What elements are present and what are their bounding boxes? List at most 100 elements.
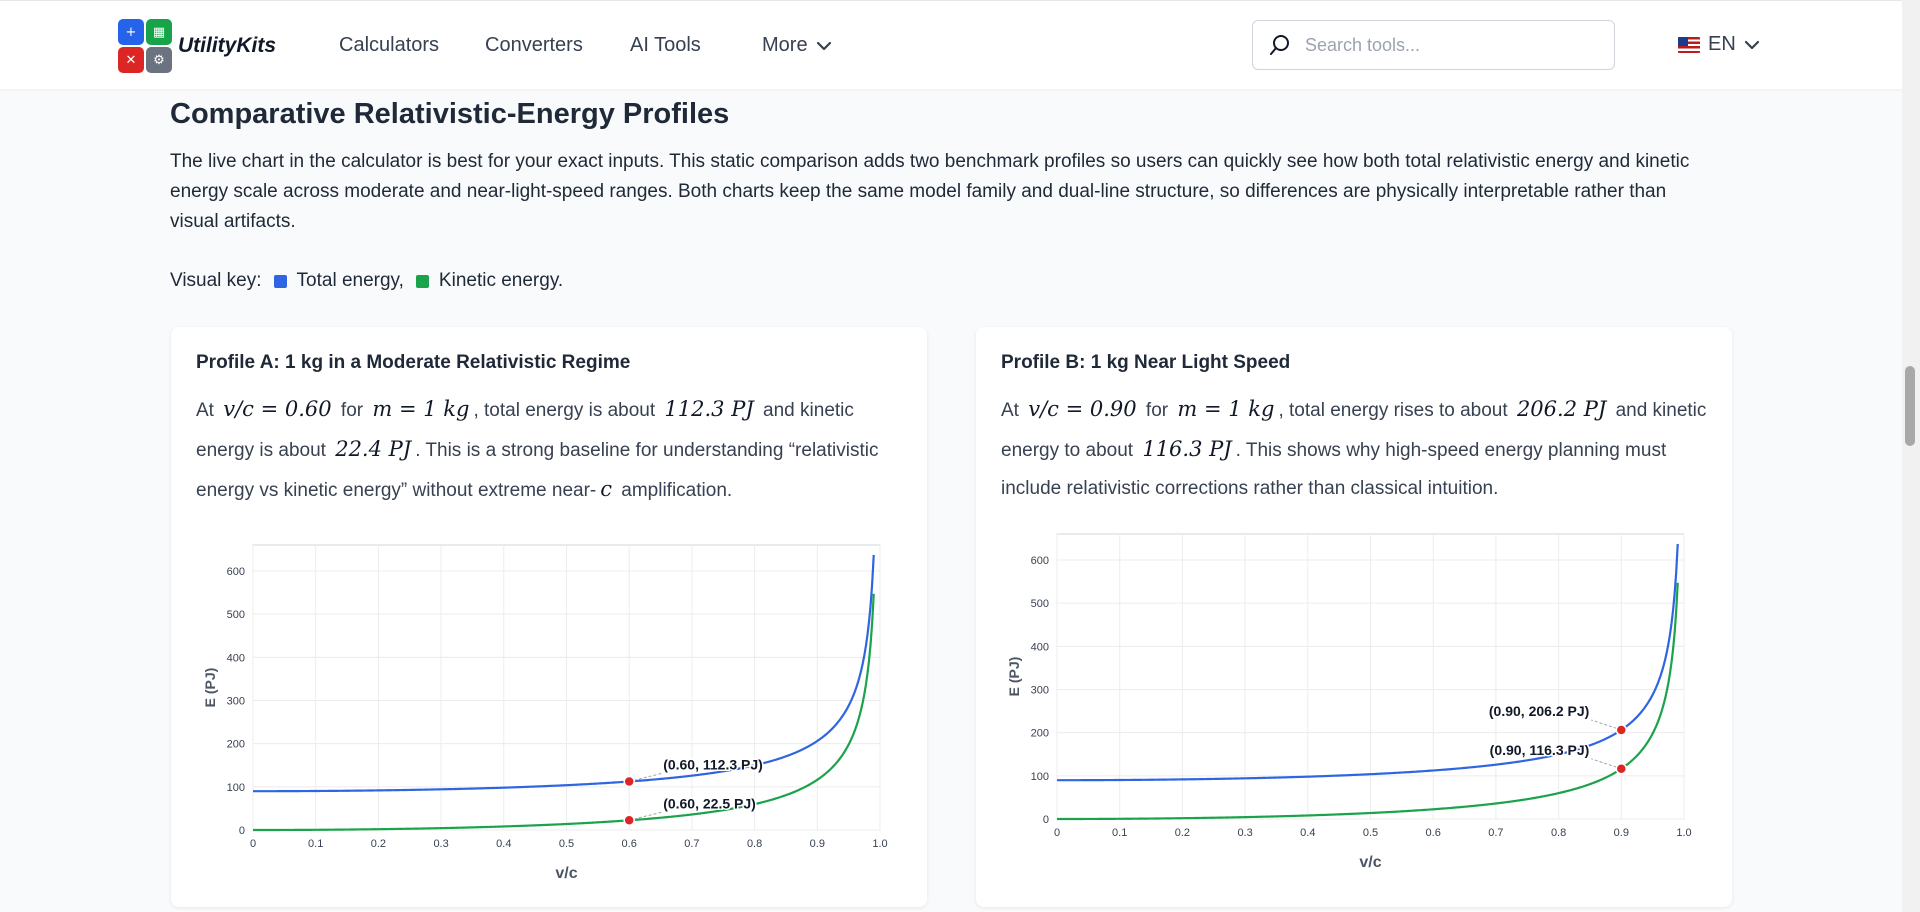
total-energy-key: Total energy,: [296, 270, 404, 291]
y-tick-label: 200: [227, 739, 245, 751]
site-logo[interactable]: + ▦ ✕ ⚙ UtilityKits: [118, 19, 276, 73]
text-fragment: and kinetic energy to about: [1001, 400, 1707, 461]
y-tick-label: 0: [1043, 814, 1049, 826]
y-axis-label: E (PJ): [202, 668, 218, 708]
text-fragment: , total energy is about: [473, 400, 656, 421]
kinetic-energy-line: [1057, 582, 1679, 821]
us-flag-icon: [1678, 36, 1700, 53]
kinetic-energy-key: Kinetic energy.: [438, 270, 564, 291]
math-velocity: v/c = 0.90: [1028, 397, 1137, 421]
text-fragment: At: [196, 400, 214, 421]
x-axis-label: v/c: [555, 865, 577, 882]
x-tick-label: 0.9: [810, 838, 825, 850]
kinetic-energy-swatch: [415, 274, 429, 288]
visual-key: Visual key: Total energy, Kinetic energy…: [170, 270, 563, 292]
nav-more-label: More: [762, 34, 808, 56]
y-tick-label: 500: [227, 609, 245, 621]
profile-a-card: Profile A: 1 kg in a Moderate Relativist…: [171, 327, 927, 907]
x-tick-label: 0.3: [1237, 827, 1252, 839]
text-fragment: amplification.: [621, 480, 733, 501]
x-tick-label: 0.5: [559, 838, 574, 850]
y-tick-label: 400: [1031, 641, 1049, 653]
profile-b-title: Profile B: 1 kg Near Light Speed: [1001, 352, 1291, 373]
nav-more-dropdown[interactable]: More: [762, 34, 832, 57]
x-tick-label: 1.0: [1676, 827, 1691, 839]
section-intro: The live chart in the calculator is best…: [170, 151, 1690, 232]
math-total-energy: 206.2 PJ: [1516, 397, 1607, 421]
x-tick-label: 0: [1054, 827, 1060, 839]
x-tick-label: 0.4: [496, 838, 511, 850]
nav-calculators[interactable]: Calculators: [339, 34, 440, 56]
y-tick-label: 0: [239, 825, 245, 837]
x-tick-label: 0.2: [371, 838, 386, 850]
language-selector[interactable]: EN: [1678, 33, 1760, 56]
data-point-label: (0.90, 116.3 PJ): [1490, 742, 1590, 758]
section-title: Comparative Relativistic-Energy Profiles: [170, 98, 730, 130]
search-box[interactable]: [1252, 20, 1615, 70]
y-axis-label: E (PJ): [1006, 657, 1022, 697]
x-tick-label: 0.3: [433, 838, 448, 850]
profile-a-text: At v/c = 0.60 for m = 1 kg, total energy…: [196, 390, 912, 510]
x-tick-label: 0.4: [1300, 827, 1315, 839]
scrollbar-thumb[interactable]: [1905, 366, 1915, 446]
text-fragment: . This shows why high-speed energy plann…: [1001, 440, 1667, 499]
y-tick-label: 300: [227, 696, 245, 708]
math-mass: m = 1 kg: [372, 397, 470, 421]
search-input[interactable]: [1305, 34, 1585, 56]
profile-a-title: Profile A: 1 kg in a Moderate Relativist…: [196, 352, 631, 373]
y-tick-label: 300: [1031, 685, 1049, 697]
y-tick-label: 600: [227, 566, 245, 578]
text-fragment: and kinetic energy is about: [196, 400, 854, 461]
profile-b-chart: 0 0.1 0.2 0.3 0.4 0.5 0.6 0.7 0.8 0.9 1.0 0 100 200 30…: [1006, 533, 1692, 871]
nav-converters[interactable]: Converters: [485, 34, 583, 56]
text-fragment: . This is a strong baseline for understa…: [196, 440, 879, 501]
x-tick-label: 0.9: [1614, 827, 1629, 839]
y-tick-label: 100: [1031, 771, 1049, 783]
math-kinetic-energy: 22.4 PJ: [335, 437, 412, 461]
x-tick-label: 0.7: [1488, 827, 1503, 839]
nav-ai-tools[interactable]: AI Tools: [630, 34, 701, 56]
y-tick-label: 400: [227, 652, 245, 664]
chevron-down-icon: [1744, 40, 1759, 49]
total-energy-line: [1057, 543, 1679, 782]
top-navbar: + ▦ ✕ ⚙ UtilityKits Calculators Converte…: [0, 0, 1920, 89]
text-fragment: , total energy rises to about: [1278, 400, 1508, 421]
math-velocity: v/c = 0.60: [223, 397, 332, 421]
y-tick-label: 100: [227, 782, 245, 794]
math-mass: m = 1 kg: [1177, 397, 1275, 421]
math-kinetic-energy: 116.3 PJ: [1142, 437, 1232, 461]
x-tick-label: 0.8: [1551, 827, 1566, 839]
data-point-marker: [623, 814, 635, 827]
data-point-label: (0.90, 206.2 PJ): [1489, 703, 1589, 719]
data-point-marker: [1615, 724, 1628, 736]
data-point-marker: [623, 775, 635, 788]
brand-name: UtilityKits: [178, 34, 277, 57]
x-tick-label: 0.1: [308, 838, 323, 850]
text-fragment: At: [1001, 400, 1019, 421]
text-fragment: for: [340, 400, 364, 421]
total-energy-swatch: [273, 274, 287, 288]
x-tick-label: 0.8: [747, 838, 762, 850]
chevron-down-icon: [816, 41, 831, 50]
x-tick-label: 1.0: [872, 838, 887, 850]
x-tick-label: 0.7: [684, 838, 699, 850]
profile-b-text: At v/c = 0.90 for m = 1 kg, total energy…: [1001, 390, 1717, 508]
x-tick-label: 0.5: [1363, 827, 1378, 839]
x-tick-label: 0.6: [622, 838, 637, 850]
x-tick-label: 0.6: [1426, 827, 1441, 839]
math-c: c: [600, 477, 612, 501]
data-point-marker: [1615, 763, 1628, 775]
math-total-energy: 112.3 PJ: [664, 397, 754, 421]
x-tick-label: 0: [250, 838, 256, 850]
profile-b-card: Profile B: 1 kg Near Light Speed At v/c …: [976, 327, 1732, 907]
y-tick-label: 200: [1031, 728, 1049, 740]
x-axis-label: v/c: [1359, 854, 1381, 871]
logo-icon: + ▦ ✕ ⚙: [118, 19, 172, 73]
y-tick-label: 500: [1031, 598, 1049, 610]
x-tick-label: 0.1: [1112, 827, 1127, 839]
scrollbar-track[interactable]: [1902, 0, 1920, 912]
text-fragment: for: [1145, 400, 1169, 421]
x-tick-label: 0.2: [1175, 827, 1190, 839]
y-tick-label: 600: [1031, 555, 1049, 567]
search-icon: [1270, 35, 1289, 55]
